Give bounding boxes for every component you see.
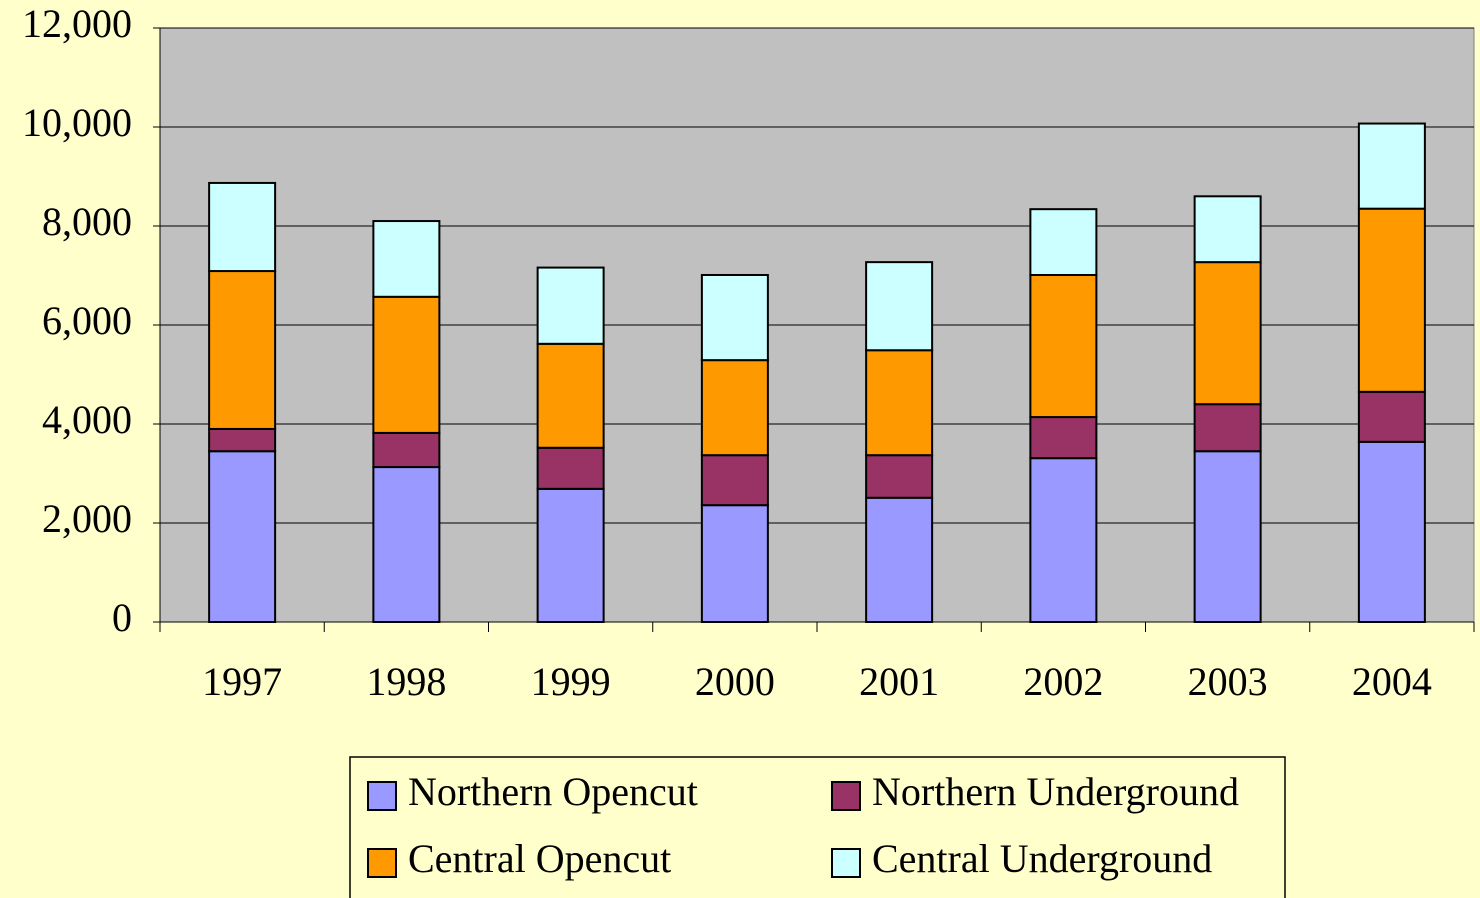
bar-segment <box>700 359 769 457</box>
bar-segment <box>1193 403 1262 453</box>
legend-label: Central Opencut <box>408 836 671 881</box>
bar-segment <box>372 295 441 434</box>
bar-segment <box>1029 208 1098 277</box>
x-tick-label: 2004 <box>1352 659 1432 704</box>
y-tick-label: 4,000 <box>42 397 132 442</box>
bar-segment <box>208 270 277 430</box>
x-tick-label: 2003 <box>1188 659 1268 704</box>
y-tick-label: 6,000 <box>42 298 132 343</box>
bar-segment <box>536 266 605 345</box>
bar-segment <box>208 181 277 273</box>
legend-swatch <box>367 848 397 878</box>
bar-segment <box>372 220 441 298</box>
x-tick-label: 1998 <box>366 659 446 704</box>
y-tick-label: 2,000 <box>42 496 132 541</box>
x-tick-label: 2002 <box>1023 659 1103 704</box>
bar-segment <box>208 450 277 623</box>
y-tick-label: 12,000 <box>22 1 132 46</box>
bar-segment <box>536 446 605 490</box>
x-tick-label: 1999 <box>531 659 611 704</box>
bar-segment <box>1029 274 1098 419</box>
bar-segment <box>1193 195 1262 264</box>
x-tick-label: 2001 <box>859 659 939 704</box>
bar-segment <box>700 504 769 623</box>
legend-label: Northern Opencut <box>408 769 698 814</box>
bar-segment <box>1357 440 1426 623</box>
x-tick-label: 2000 <box>695 659 775 704</box>
bar-segment <box>1357 390 1426 443</box>
legend-label: Northern Underground <box>872 769 1239 814</box>
legend-swatch <box>831 781 861 811</box>
bar-segment <box>1193 261 1262 406</box>
bar-segment <box>372 431 441 469</box>
bar-segment <box>700 454 769 507</box>
legend-swatch <box>367 781 397 811</box>
legend-box <box>349 756 1286 898</box>
bar-segment <box>1357 122 1426 210</box>
bar-segment <box>865 454 934 499</box>
bar-segment <box>1029 416 1098 460</box>
bar-segment <box>1357 207 1426 393</box>
bar-segment <box>536 342 605 449</box>
bar-segment <box>865 261 934 352</box>
bar-segment <box>1029 457 1098 623</box>
x-tick-label: 1997 <box>202 659 282 704</box>
bar-segment <box>208 427 277 453</box>
legend-label: Central Underground <box>872 836 1212 881</box>
y-tick-label: 0 <box>112 595 132 640</box>
legend-swatch <box>831 848 861 878</box>
bar-segment <box>372 466 441 623</box>
y-tick-label: 10,000 <box>22 100 132 145</box>
bar-segment <box>865 496 934 624</box>
bar-segment <box>536 487 605 623</box>
y-tick-label: 8,000 <box>42 199 132 244</box>
bar-segment <box>1193 450 1262 623</box>
bar-segment <box>865 349 934 457</box>
bar-segment <box>700 274 769 362</box>
